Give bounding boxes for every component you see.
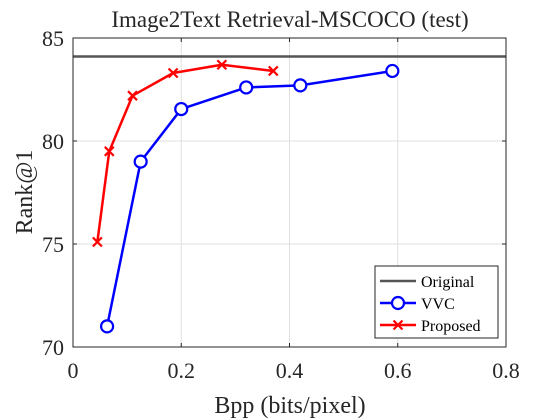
x-tick-label: 0.6 <box>384 358 412 383</box>
x-tick-label: 0.8 <box>492 358 520 383</box>
proposed-point-stroke <box>127 90 138 101</box>
legend-marker-vvc <box>390 295 406 311</box>
vvc-series-line <box>105 69 393 327</box>
y-tick-label: 75 <box>42 232 64 257</box>
y-tick-label: 85 <box>42 26 64 51</box>
vvc-point <box>99 319 115 334</box>
x-axis-label: Bpp (bits/pixel) <box>214 393 365 419</box>
series-layer <box>92 59 400 334</box>
legend: Original VVC Proposed <box>374 265 499 339</box>
vvc-point <box>239 80 254 95</box>
y-tick-label: 70 <box>42 335 64 360</box>
proposed-point <box>103 146 115 157</box>
proposed-point <box>127 90 138 101</box>
vvc-point <box>385 63 400 79</box>
x-tick-label: 0 <box>68 358 79 383</box>
tick-marks <box>72 37 507 348</box>
legend-marker-proposed <box>392 319 404 331</box>
vvc-point <box>293 78 308 93</box>
x-tick-labels: 0 0.2 0.4 0.6 0.8 <box>68 358 520 383</box>
proposed-point <box>267 65 279 77</box>
proposed-point <box>216 59 228 71</box>
proposed-point <box>92 236 103 248</box>
legend-label-vvc: VVC <box>421 296 455 313</box>
x-tick-label: 0.2 <box>168 358 196 383</box>
y-tick-labels: 70 75 80 85 <box>42 26 64 360</box>
legend-label-original: Original <box>421 274 475 291</box>
legend-item-original: Original <box>380 274 475 291</box>
legend-item-vvc: VVC <box>380 295 455 313</box>
proposed-point-stroke <box>267 65 279 77</box>
chart-title: Image2Text Retrieval-MSCOCO (test) <box>111 7 468 32</box>
x-tick-label: 0.4 <box>276 358 304 383</box>
proposed-point-stroke <box>103 146 115 157</box>
proposed-series-line <box>96 63 274 243</box>
proposed-point-stroke <box>167 67 179 79</box>
legend-items: Original VVC Proposed <box>380 274 481 335</box>
legend-label-proposed: Proposed <box>421 318 481 335</box>
y-tick-label: 80 <box>42 129 64 154</box>
proposed-point <box>167 67 179 79</box>
legend-item-proposed: Proposed <box>380 318 481 335</box>
plot-area <box>72 37 507 348</box>
y-axis-label: Rank@1 <box>12 150 38 235</box>
vvc-point <box>174 101 189 117</box>
proposed-point-stroke <box>216 59 228 71</box>
vvc-point <box>133 154 148 169</box>
proposed-point-stroke <box>92 236 103 248</box>
